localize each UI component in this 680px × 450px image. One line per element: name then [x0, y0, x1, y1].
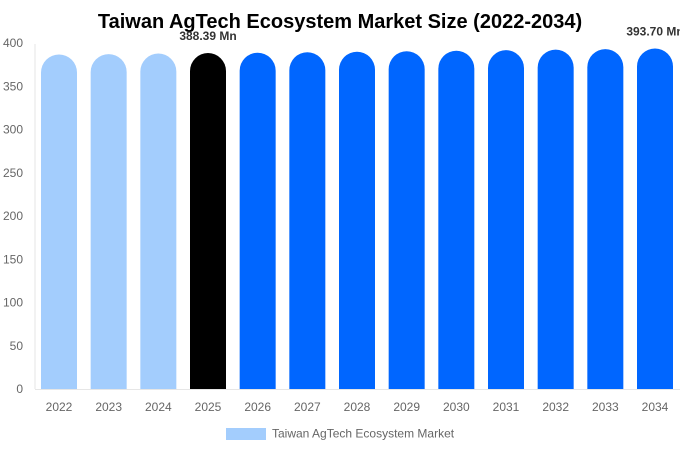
bar-2033[interactable] — [587, 49, 624, 389]
bar-2031[interactable] — [488, 50, 524, 389]
x-tick-label: 2030 — [443, 400, 470, 414]
x-tick-label: 2032 — [542, 400, 569, 414]
bar-2026[interactable] — [239, 52, 276, 390]
x-tick-label: 2027 — [294, 400, 321, 414]
bar-2024[interactable] — [140, 53, 177, 389]
chart-title: Taiwan AgTech Ecosystem Market Size (202… — [98, 11, 582, 33]
x-tick-label: 2023 — [95, 400, 122, 414]
bar-2030[interactable] — [438, 50, 475, 390]
x-tick-label: 2022 — [46, 400, 73, 414]
data-label-2025: 388.39 Mn — [179, 29, 236, 43]
bar-2022[interactable] — [41, 54, 77, 389]
bar-2027[interactable] — [289, 52, 326, 390]
bar-2029[interactable] — [388, 51, 425, 389]
bar-2028[interactable] — [339, 51, 375, 389]
x-tick-label: 2034 — [642, 400, 669, 414]
data-label-2034: 393.70 Mn — [626, 24, 680, 38]
y-tick-label: 400 — [3, 36, 23, 50]
x-tick-label: 2029 — [393, 400, 420, 414]
bar-2025[interactable] — [190, 53, 226, 389]
legend[interactable]: Taiwan AgTech Ecosystem Market — [226, 427, 455, 441]
y-tick-label: 350 — [3, 79, 23, 93]
y-tick-label: 50 — [10, 339, 24, 353]
x-tick-label: 2031 — [493, 400, 520, 414]
y-tick-label: 200 — [3, 209, 23, 223]
y-tick-label: 300 — [3, 123, 23, 137]
legend-swatch — [226, 428, 266, 440]
x-tick-label: 2028 — [344, 400, 371, 414]
x-tick-label: 2026 — [244, 400, 271, 414]
x-tick-label: 2033 — [592, 400, 619, 414]
y-tick-label: 100 — [3, 296, 23, 310]
bar-2034[interactable] — [637, 48, 673, 390]
legend-label: Taiwan AgTech Ecosystem Market — [272, 427, 455, 441]
y-tick-label: 0 — [16, 382, 23, 396]
bar-2023[interactable] — [90, 54, 127, 390]
x-tick-label: 2024 — [145, 400, 172, 414]
x-tick-label: 2025 — [195, 400, 222, 414]
y-tick-label: 250 — [3, 166, 23, 180]
y-tick-label: 150 — [3, 252, 23, 266]
bar-2032[interactable] — [537, 49, 574, 390]
